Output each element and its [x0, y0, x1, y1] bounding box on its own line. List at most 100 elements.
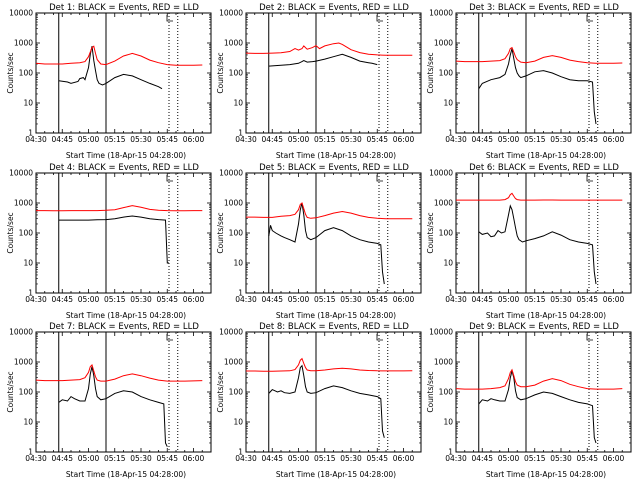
x-tick-label: 05:30	[130, 135, 152, 144]
x-tick-label: 04:30	[235, 454, 257, 463]
x-tick-label: 05:30	[130, 454, 152, 463]
x-tick-label: 04:45	[51, 295, 73, 304]
x-axis-label: Start Time (18-Apr-15 04:28:00)	[486, 311, 606, 320]
x-tick-label: 05:15	[104, 295, 126, 304]
bracket-mark	[166, 15, 173, 22]
x-tick-label: 04:45	[261, 135, 283, 144]
y-tick-label: 1	[28, 129, 33, 138]
bracket-mark	[586, 175, 593, 182]
y-tick-label: 10000	[219, 328, 243, 337]
panel-det-4: Det 4: BLACK = Events, RED = LLD Counts/…	[6, 163, 212, 320]
y-tick-label: 10000	[219, 9, 243, 18]
lld-series-line	[455, 46, 623, 64]
panel-title: Det 4: BLACK = Events, RED = LLD	[49, 163, 199, 173]
x-tick-label: 05:30	[340, 295, 362, 304]
panel-title: Det 1: BLACK = Events, RED = LLD	[49, 3, 199, 13]
y-tick-label: 1	[238, 129, 243, 138]
plot-area: 04:30 04:45 05:00 05:15 05:30 05:45 06:00 1 10 10…	[9, 9, 212, 144]
x-tick-label: 05:00	[78, 135, 100, 144]
x-tick-label: 05:45	[366, 454, 388, 463]
x-tick-label: 05:45	[576, 454, 598, 463]
y-tick-label: 10	[23, 418, 33, 427]
y-tick-label: 1000	[14, 39, 33, 48]
plot-area: 04:30 04:45 05:00 05:15 05:30 05:45 06:00 1 10 10…	[219, 328, 422, 463]
x-tick-label: 05:00	[78, 454, 100, 463]
y-tick-label: 1	[28, 289, 33, 298]
y-tick-label: 100	[229, 388, 244, 397]
panel-title: Det 9: BLACK = Events, RED = LLD	[469, 322, 619, 332]
y-axis-label: Counts/sec	[426, 371, 435, 412]
x-tick-label: 05:00	[288, 135, 310, 144]
y-axis-label: Counts/sec	[426, 52, 435, 93]
x-tick-label: 05:15	[314, 295, 336, 304]
x-axis-label: Start Time (18-Apr-15 04:28:00)	[276, 151, 396, 160]
y-tick-label: 10000	[429, 169, 453, 178]
bracket-mark	[586, 15, 593, 22]
plot-area: 04:30 04:45 05:00 05:15 05:30 05:45 06:00 1 10 10…	[219, 9, 422, 144]
y-tick-label: 1000	[434, 358, 453, 367]
y-tick-label: 100	[19, 69, 34, 78]
x-tick-label: 05:30	[550, 295, 572, 304]
x-tick-label: 05:45	[156, 454, 178, 463]
panel-title: Det 3: BLACK = Events, RED = LLD	[469, 3, 619, 13]
x-tick-label: 05:15	[104, 454, 126, 463]
x-tick-label: 05:45	[576, 135, 598, 144]
y-tick-label: 10000	[9, 169, 33, 178]
y-axis-label: Counts/sec	[426, 212, 435, 253]
x-tick-label: 05:00	[288, 454, 310, 463]
y-tick-label: 1	[238, 289, 243, 298]
x-tick-label: 04:45	[51, 454, 73, 463]
x-tick-label: 04:45	[51, 135, 73, 144]
x-axis-label: Start Time (18-Apr-15 04:28:00)	[486, 470, 606, 479]
y-tick-label: 100	[19, 388, 34, 397]
x-tick-label: 05:30	[550, 454, 572, 463]
y-tick-label: 100	[229, 229, 244, 238]
lld-series-line	[35, 45, 203, 66]
x-tick-label: 05:00	[78, 295, 100, 304]
y-tick-label: 10000	[9, 9, 33, 18]
plot-area: 04:30 04:45 05:00 05:15 05:30 05:45 06:00 1 10 10…	[9, 328, 212, 463]
x-tick-label: 06:00	[603, 135, 625, 144]
y-axis-label: Counts/sec	[6, 52, 15, 93]
y-tick-label: 10	[233, 99, 243, 108]
y-tick-label: 10000	[429, 328, 453, 337]
y-tick-label: 10000	[219, 169, 243, 178]
bracket-mark	[166, 175, 173, 182]
y-tick-label: 10000	[429, 9, 453, 18]
x-tick-label: 04:30	[235, 135, 257, 144]
panel-title: Det 8: BLACK = Events, RED = LLD	[259, 322, 409, 332]
y-axis-label: Counts/sec	[216, 212, 225, 253]
y-tick-label: 1000	[224, 358, 243, 367]
lld-series-line	[455, 368, 623, 390]
x-tick-label: 06:00	[393, 295, 415, 304]
x-tick-label: 04:45	[471, 135, 493, 144]
panel-title: Det 6: BLACK = Events, RED = LLD	[469, 163, 619, 173]
x-tick-label: 05:30	[130, 295, 152, 304]
lld-series-line	[36, 205, 203, 212]
events-series-line	[58, 215, 169, 264]
events-series-line	[268, 364, 385, 438]
x-tick-label: 04:30	[445, 454, 467, 463]
panel-title: Det 5: BLACK = Events, RED = LLD	[259, 163, 409, 173]
x-tick-label: 06:00	[183, 454, 205, 463]
panel-det-7: Det 7: BLACK = Events, RED = LLD Counts/…	[6, 322, 212, 479]
plot-area: 04:30 04:45 05:00 05:15 05:30 05:45 06:00 1 10 10…	[429, 169, 632, 304]
x-tick-label: 05:00	[498, 295, 520, 304]
x-tick-label: 05:45	[366, 295, 388, 304]
y-tick-label: 100	[439, 229, 454, 238]
x-tick-label: 05:00	[288, 295, 310, 304]
panel-det-2: Det 2: BLACK = Events, RED = LLD Counts/…	[216, 3, 422, 160]
x-axis-label: Start Time (18-Apr-15 04:28:00)	[66, 311, 186, 320]
panel-det-5: Det 5: BLACK = Events, RED = LLD Counts/…	[216, 163, 422, 320]
bracket-mark	[376, 175, 383, 182]
bracket-mark	[376, 334, 383, 341]
y-axis-label: Counts/sec	[6, 371, 15, 412]
lld-series-line	[246, 202, 413, 220]
bracket-mark	[376, 15, 383, 22]
x-tick-label: 05:30	[340, 454, 362, 463]
y-tick-label: 100	[19, 229, 34, 238]
y-tick-label: 1	[448, 448, 453, 457]
x-axis-label: Start Time (18-Apr-15 04:28:00)	[276, 470, 396, 479]
y-tick-label: 1	[448, 129, 453, 138]
